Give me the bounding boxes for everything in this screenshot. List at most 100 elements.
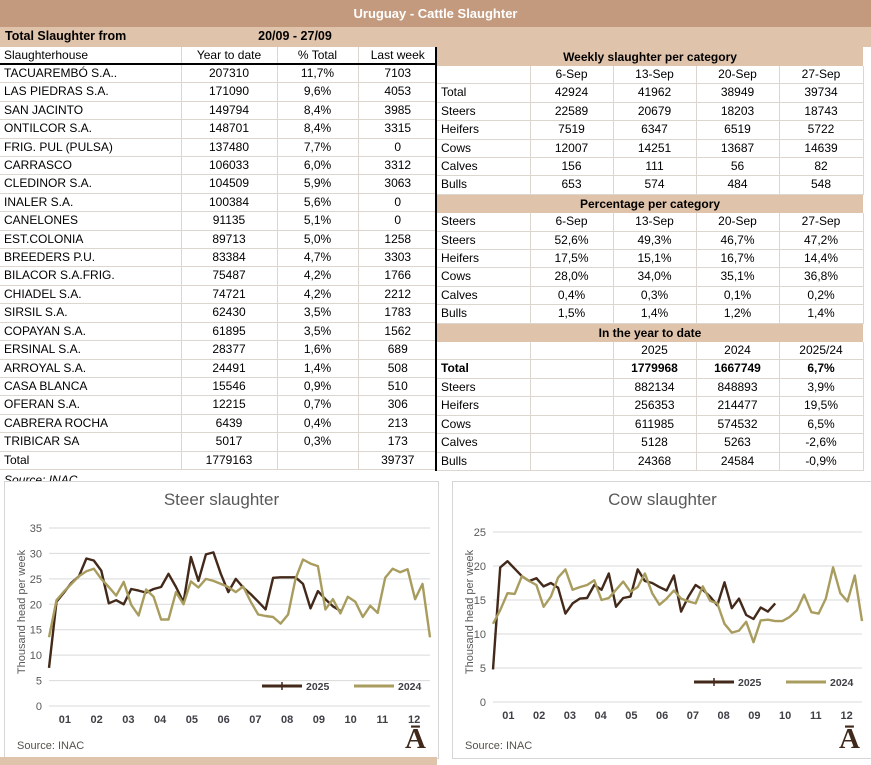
report-title-banner: Uruguay - Cattle Slaughter xyxy=(0,0,871,27)
cell: 256353 xyxy=(613,396,697,416)
cell: 1,5% xyxy=(530,304,614,324)
cell xyxy=(277,451,359,470)
weekly-table: 6-Sep 13-Sep 20-Sep 27-Sep Total 42924 41962 38… xyxy=(437,66,864,195)
svg-text:09: 09 xyxy=(313,714,325,726)
cell: 213 xyxy=(358,414,437,434)
svg-text:02: 02 xyxy=(91,714,103,726)
svg-text:5: 5 xyxy=(480,663,486,675)
table-row: Cows 12007 14251 13687 14639 xyxy=(437,139,864,159)
svg-text:07: 07 xyxy=(249,714,261,726)
cell: 0 xyxy=(358,138,437,158)
slaughterhouse-table: TACUAREMBÓ S.A.. 207310 11,7% 7103 LAS PIEDR… xyxy=(0,65,437,452)
cell: 149794 xyxy=(181,101,278,121)
cell: 5128 xyxy=(613,433,697,453)
cell: 156 xyxy=(530,157,614,177)
cell: Calves xyxy=(437,157,531,177)
svg-text:11: 11 xyxy=(377,714,389,726)
table-row: ARROYAL S.A. 24491 1,4% 508 xyxy=(0,359,437,378)
cell xyxy=(437,66,531,85)
cell: 13-Sep xyxy=(613,213,697,232)
cell: 62430 xyxy=(181,303,278,323)
table-row: Calves 156 111 56 82 xyxy=(437,157,864,177)
cell: 6439 xyxy=(181,414,278,434)
cell: 1,4% xyxy=(613,304,697,324)
cell: 1562 xyxy=(358,322,437,342)
cell: 75487 xyxy=(181,266,278,286)
cell: ONTILCOR S.A. xyxy=(0,119,182,139)
cell: 4,2% xyxy=(277,266,359,286)
bottom-band xyxy=(0,757,437,765)
cell: TACUAREMBÓ S.A.. xyxy=(0,65,182,84)
cell: 6,5% xyxy=(779,415,864,435)
cell: 3985 xyxy=(358,101,437,121)
cell: 0,1% xyxy=(696,286,780,306)
cell: 0,9% xyxy=(277,377,359,397)
cell: BILACOR S.A.FRIG. xyxy=(0,266,182,286)
cell: % Total xyxy=(277,47,359,65)
table-row: INALER S.A. 100384 5,6% 0 xyxy=(0,193,437,213)
cell: 20679 xyxy=(613,102,697,122)
cell: 2025 xyxy=(613,342,697,361)
cell: Calves xyxy=(437,286,531,306)
cell: Bulls xyxy=(437,304,531,324)
svg-text:2024: 2024 xyxy=(830,677,854,689)
table-row: Calves 0,4% 0,3% 0,1% 0,2% xyxy=(437,286,864,306)
period-value: 20/09 - 27/09 xyxy=(258,29,332,43)
svg-text:04: 04 xyxy=(154,714,167,726)
cell: CANELONES xyxy=(0,211,182,231)
table-row: CASA BLANCA 15546 0,9% 510 xyxy=(0,377,437,397)
cell: 2212 xyxy=(358,285,437,305)
cell: 653 xyxy=(530,175,614,195)
weekly-section-title: Weekly slaughter per category xyxy=(437,47,863,66)
cell: Heifers xyxy=(437,249,531,269)
table-row: CANELONES 91135 5,1% 0 xyxy=(0,211,437,231)
cell: 34,0% xyxy=(613,267,697,287)
category-section: Weekly slaughter per category 6-Sep 13-Se… xyxy=(437,47,864,471)
cell: 24491 xyxy=(181,359,278,378)
cell: 14639 xyxy=(779,139,864,159)
cell: 5722 xyxy=(779,120,864,140)
chart-source-note: Source: INAC xyxy=(465,740,533,752)
svg-text:07: 07 xyxy=(687,710,699,722)
svg-text:05: 05 xyxy=(625,710,637,722)
cell: 83384 xyxy=(181,248,278,268)
cell: 4,2% xyxy=(277,285,359,305)
cell: 0,3% xyxy=(277,432,359,452)
svg-text:25: 25 xyxy=(30,574,42,586)
cow-slaughter-chart: 0 5 10 15 20 25 01 02 03 04 05 06 07 08 09 10 11 12 2025 20… xyxy=(452,481,871,759)
table-row: LAS PIEDRAS S.A. 171090 9,6% 4053 xyxy=(0,82,437,102)
cell: 13687 xyxy=(696,139,780,159)
cell: 3315 xyxy=(358,119,437,139)
table-row: Steers 52,6% 49,3% 46,7% 47,2% xyxy=(437,231,864,251)
table-row: Steers 882134 848893 3,9% xyxy=(437,378,864,398)
cell: -0,9% xyxy=(779,452,864,471)
cell xyxy=(530,452,614,471)
table-row: BILACOR S.A.FRIG. 75487 4,2% 1766 xyxy=(0,266,437,286)
table-row: Bulls 24368 24584 -0,9% xyxy=(437,452,864,471)
cell xyxy=(530,433,614,453)
cell: 74721 xyxy=(181,285,278,305)
svg-text:12: 12 xyxy=(841,710,853,722)
cell: 214477 xyxy=(696,396,780,416)
cell: 1779968 xyxy=(613,359,697,379)
cell: Total xyxy=(0,451,182,470)
table-row: FRIG. PUL (PULSA) 137480 7,7% 0 xyxy=(0,138,437,158)
cell: Cows xyxy=(437,415,531,435)
table-row: Steers 22589 20679 18203 18743 xyxy=(437,102,864,122)
cell xyxy=(530,378,614,398)
svg-text:10: 10 xyxy=(779,710,791,722)
steer-slaughter-chart: 0 5 10 15 20 25 30 35 01 02 03 04 05 06 07 08 09 10 11 12 20… xyxy=(4,481,439,759)
cell: 5,6% xyxy=(277,193,359,213)
svg-text:12: 12 xyxy=(408,714,420,726)
percentage-section-title: Percentage per category xyxy=(437,194,863,214)
table-row: ERSINAL S.A. 28377 1,6% 689 xyxy=(0,340,437,360)
cell: 6,0% xyxy=(277,156,359,176)
cell: COPAYAN S.A. xyxy=(0,322,182,342)
cell: 6,7% xyxy=(779,359,864,379)
slaughterhouse-total-row: Total 1779163 39737 xyxy=(0,451,437,470)
percentage-table: Steers 6-Sep 13-Sep 20-Sep 27-Sep Steers 52,6%… xyxy=(437,213,864,324)
cell: 18743 xyxy=(779,102,864,122)
cell: 24584 xyxy=(696,452,780,471)
cell: 137480 xyxy=(181,138,278,158)
